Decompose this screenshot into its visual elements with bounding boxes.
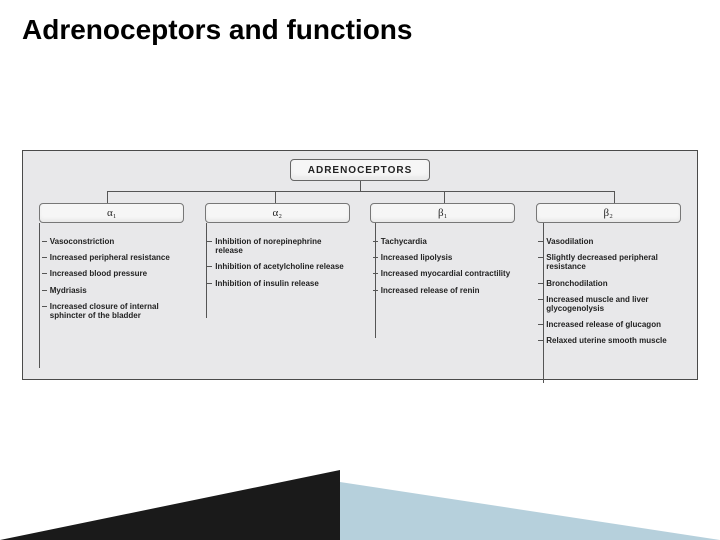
- item-list: Tachycardia Increased lipolysis Increase…: [373, 237, 513, 295]
- column-header: β₁: [370, 203, 515, 223]
- column-header: α₂: [205, 203, 350, 223]
- connector-line: [444, 191, 445, 203]
- list-item: Mydriasis: [42, 286, 182, 295]
- list-item: Increased lipolysis: [373, 253, 513, 262]
- item-list: Vasoconstriction Increased peripheral re…: [42, 237, 182, 320]
- connector-line: [107, 191, 615, 192]
- list-item: Increased muscle and liver glycogenolysi…: [538, 295, 678, 313]
- decorative-wedge-dark: [0, 470, 340, 540]
- list-item: Increased myocardial contractility: [373, 269, 513, 278]
- list-item: Increased release of glucagon: [538, 320, 678, 329]
- list-item: Bronchodilation: [538, 279, 678, 288]
- connector-line: [614, 191, 615, 203]
- root-node: ADRENOCEPTORS: [290, 159, 430, 181]
- item-spine: [39, 223, 40, 368]
- item-list: Vasodilation Slightly decreased peripher…: [538, 237, 678, 346]
- column-beta2: β₂ Vasodilation Slightly decreased perip…: [529, 203, 687, 346]
- slide-title: Adrenoceptors and functions: [22, 14, 412, 46]
- list-item: Inhibition of norepinephrine release: [207, 237, 347, 255]
- list-item: Vasoconstriction: [42, 237, 182, 246]
- slide: Adrenoceptors and functions ADRENOCEPTOR…: [0, 0, 720, 540]
- connector-line: [107, 191, 108, 203]
- connector-line: [360, 181, 361, 191]
- item-list: Inhibition of norepinephrine release Inh…: [207, 237, 347, 288]
- list-item: Tachycardia: [373, 237, 513, 246]
- connector-line: [275, 191, 276, 203]
- list-item: Increased peripheral resistance: [42, 253, 182, 262]
- list-item: Vasodilation: [538, 237, 678, 246]
- list-item: Slightly decreased peripheral resistance: [538, 253, 678, 271]
- list-item: Inhibition of acetylcholine release: [207, 262, 347, 271]
- list-item: Increased closure of internal sphincter …: [42, 302, 182, 320]
- column-alpha2: α₂ Inhibition of norepinephrine release …: [198, 203, 356, 346]
- list-item: Increased release of renin: [373, 286, 513, 295]
- list-item: Inhibition of insulin release: [207, 279, 347, 288]
- list-item: Relaxed uterine smooth muscle: [538, 336, 678, 345]
- column-alpha1: α₁ Vasoconstriction Increased peripheral…: [33, 203, 191, 346]
- column-header: α₁: [39, 203, 184, 223]
- columns-row: α₁ Vasoconstriction Increased peripheral…: [23, 203, 697, 346]
- decorative-wedge-light: [340, 482, 720, 540]
- list-item: Increased blood pressure: [42, 269, 182, 278]
- adrenoceptors-diagram: ADRENOCEPTORS α₁ Vasoconstriction Increa…: [22, 150, 698, 380]
- column-beta1: β₁ Tachycardia Increased lipolysis Incre…: [364, 203, 522, 346]
- column-header: β₂: [536, 203, 681, 223]
